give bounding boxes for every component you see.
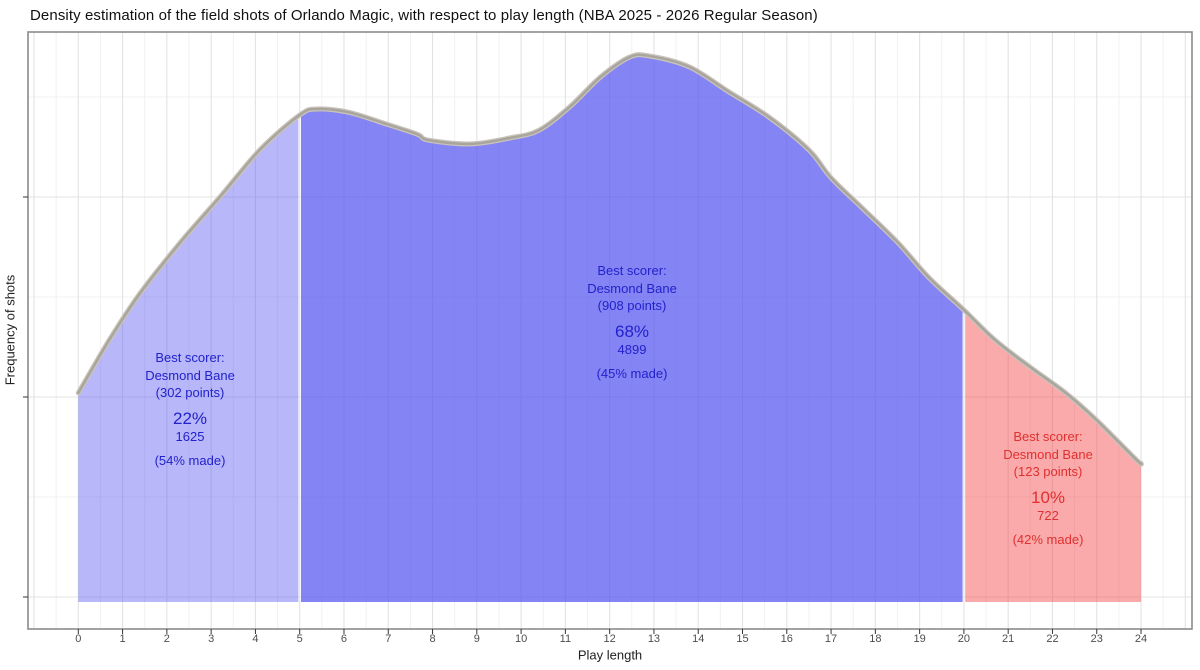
y-axis-title: Frequency of shots xyxy=(2,274,18,386)
x-tick-label: 11 xyxy=(559,633,572,645)
x-tick-label: 16 xyxy=(780,633,793,645)
annotation-early-region: Best scorer: Desmond Bane (302 points) 2… xyxy=(145,349,235,469)
x-tick-label: 13 xyxy=(647,633,661,645)
region-shot-count: 4899 xyxy=(617,341,647,357)
x-tick-label: 2 xyxy=(163,633,170,645)
x-tick-label: 10 xyxy=(514,633,528,645)
x-tick-label: 3 xyxy=(208,633,215,645)
annotation-late-region: Best scorer: Desmond Bane (123 points) 1… xyxy=(1003,428,1093,548)
density-area-late-shots xyxy=(965,311,1142,602)
x-tick-label: 22 xyxy=(1046,633,1059,645)
best-scorer-name: Desmond Bane xyxy=(145,367,235,383)
density-area-mid-shots xyxy=(301,54,963,602)
x-tick-label: 18 xyxy=(869,633,882,645)
x-tick-label: 4 xyxy=(252,633,259,645)
x-tick-label: 24 xyxy=(1134,633,1148,645)
x-tick-label: 6 xyxy=(340,633,348,645)
region-percent: 68% xyxy=(614,321,650,341)
x-tick-label: 9 xyxy=(473,633,480,645)
x-tick-label: 17 xyxy=(824,633,838,645)
best-scorer-name: Desmond Bane xyxy=(587,280,677,296)
x-tick-label: 12 xyxy=(603,633,616,645)
best-scorer-points: (123 points) xyxy=(1013,464,1083,479)
best-scorer-points: (302 points) xyxy=(155,385,225,400)
best-scorer-label: Best scorer: xyxy=(155,350,225,365)
best-scorer-label: Best scorer: xyxy=(597,263,667,278)
x-tick-label: 20 xyxy=(957,633,971,645)
x-tick-label: 8 xyxy=(429,633,436,645)
x-axis-title: Play length xyxy=(577,647,643,663)
x-tick-label: 1 xyxy=(119,633,126,645)
chart-title: Density estimation of the field shots of… xyxy=(30,7,818,24)
region-shot-count: 722 xyxy=(1037,507,1059,523)
x-tick-label: 14 xyxy=(692,633,705,645)
x-tick-label: 21 xyxy=(1002,633,1015,645)
region-made-percent: (42% made) xyxy=(1012,531,1084,547)
x-tick-label: 0 xyxy=(75,633,82,645)
density-area-early-shots xyxy=(78,115,299,602)
x-tick-label: 23 xyxy=(1090,633,1103,645)
region-shot-count: 1625 xyxy=(175,428,205,444)
x-tick-label: 5 xyxy=(296,633,303,645)
region-percent: 22% xyxy=(172,408,208,428)
density-curve xyxy=(77,53,1143,466)
best-scorer-label: Best scorer: xyxy=(1013,429,1083,444)
x-tick-label: 19 xyxy=(913,633,926,645)
best-scorer-points: (908 points) xyxy=(597,298,667,313)
region-made-percent: (45% made) xyxy=(596,365,668,381)
x-tick-label: 7 xyxy=(385,633,392,645)
x-tick-label: 15 xyxy=(736,633,749,645)
region-made-percent: (54% made) xyxy=(154,452,226,468)
best-scorer-name: Desmond Bane xyxy=(1003,446,1093,462)
annotation-mid-region: Best scorer: Desmond Bane (908 points) 6… xyxy=(587,262,677,382)
region-percent: 10% xyxy=(1030,487,1066,507)
